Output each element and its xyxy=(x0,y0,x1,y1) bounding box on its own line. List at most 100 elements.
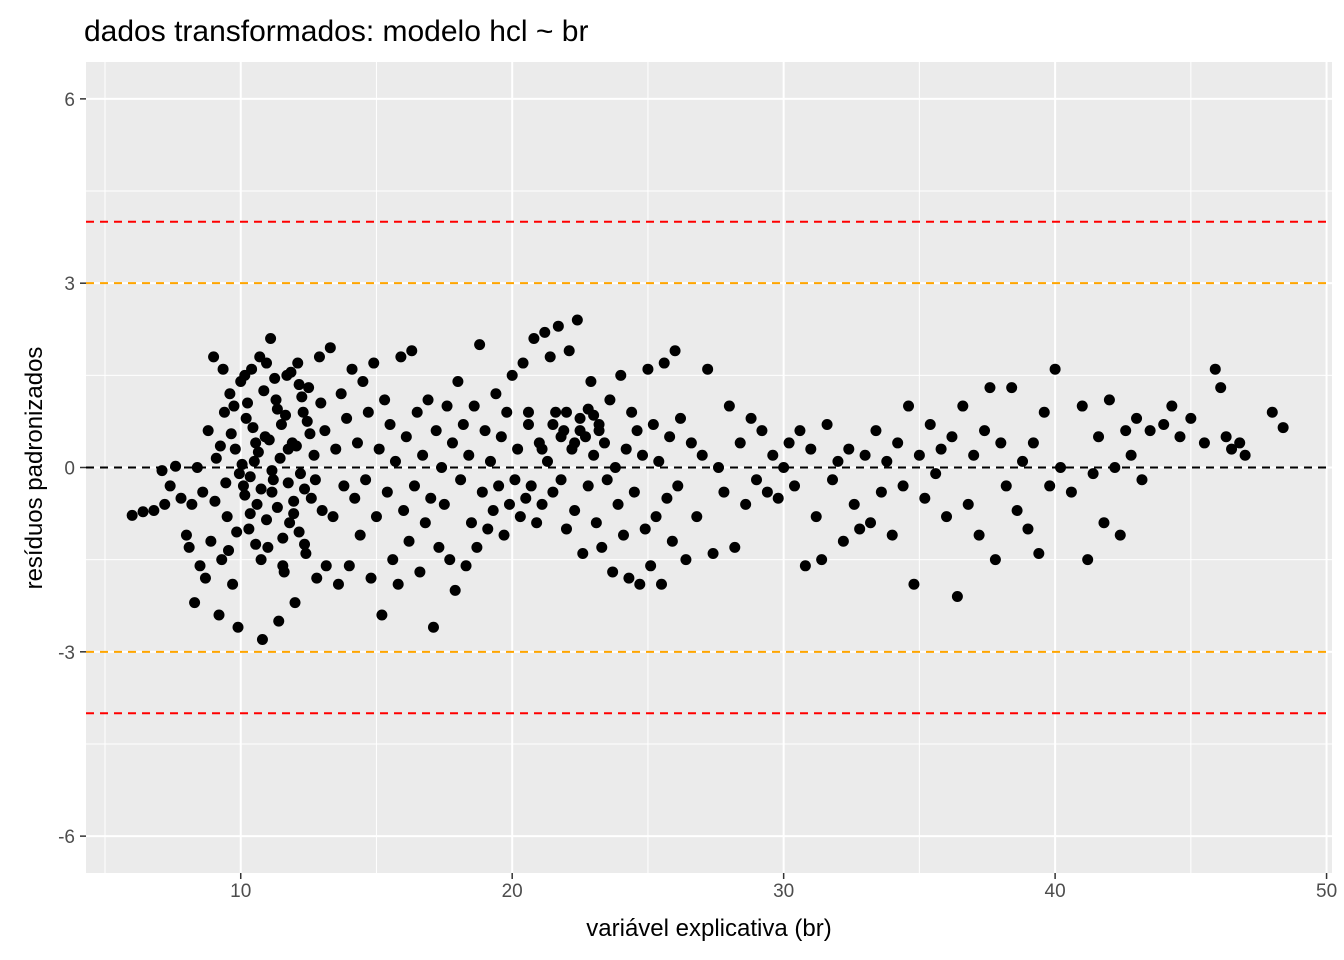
data-point xyxy=(338,480,350,492)
data-point xyxy=(365,572,377,584)
data-point xyxy=(202,425,214,437)
data-point xyxy=(346,363,358,375)
data-point xyxy=(247,422,259,434)
data-point xyxy=(452,375,464,387)
data-point xyxy=(1033,548,1045,560)
data-point xyxy=(425,492,437,504)
data-point xyxy=(550,406,562,418)
data-point xyxy=(503,498,515,510)
data-point xyxy=(555,431,567,443)
data-point xyxy=(1087,468,1099,480)
data-point xyxy=(362,406,374,418)
data-point xyxy=(582,403,594,415)
data-point xyxy=(799,560,811,572)
data-point xyxy=(159,498,171,510)
data-point xyxy=(476,486,488,498)
data-point xyxy=(870,425,882,437)
data-point xyxy=(718,486,730,498)
data-point xyxy=(419,517,431,529)
data-point xyxy=(522,418,534,430)
data-point xyxy=(482,523,494,535)
data-point xyxy=(236,458,248,470)
data-point xyxy=(547,486,559,498)
data-point xyxy=(449,584,461,596)
data-point xyxy=(685,437,697,449)
data-point xyxy=(571,314,583,326)
data-point xyxy=(156,465,168,477)
data-point xyxy=(214,440,226,452)
data-point xyxy=(216,554,228,566)
y-tick-label: -3 xyxy=(58,643,75,664)
data-point xyxy=(740,498,752,510)
data-point xyxy=(973,529,985,541)
data-point xyxy=(1114,529,1126,541)
data-point xyxy=(1017,455,1029,467)
data-point xyxy=(460,560,472,572)
data-point xyxy=(255,554,267,566)
data-point xyxy=(311,572,323,584)
data-point xyxy=(270,394,282,406)
data-point xyxy=(528,332,540,344)
data-point xyxy=(273,615,285,627)
data-point xyxy=(577,548,589,560)
data-point xyxy=(265,332,277,344)
data-point xyxy=(1209,363,1221,375)
data-point xyxy=(251,498,263,510)
data-point xyxy=(304,428,316,440)
data-point xyxy=(661,492,673,504)
data-point xyxy=(552,320,564,332)
data-point xyxy=(266,486,278,498)
y-tick-label: 0 xyxy=(64,459,75,480)
data-point xyxy=(197,486,209,498)
data-point xyxy=(544,351,556,363)
data-point xyxy=(1144,425,1156,437)
data-point xyxy=(778,462,790,473)
data-point xyxy=(522,406,534,418)
data-points xyxy=(126,314,1289,646)
data-point xyxy=(734,437,746,449)
data-point xyxy=(1055,462,1067,473)
data-point xyxy=(224,388,236,400)
data-point xyxy=(243,523,255,535)
data-point xyxy=(1027,437,1039,449)
data-point xyxy=(1185,412,1197,424)
data-point xyxy=(655,578,667,590)
data-point xyxy=(392,578,404,590)
data-point xyxy=(148,505,160,517)
data-point xyxy=(1220,431,1232,443)
data-point xyxy=(280,409,292,421)
data-point xyxy=(666,535,678,547)
data-point xyxy=(1006,382,1018,394)
data-point xyxy=(269,372,281,384)
data-point xyxy=(984,382,996,394)
data-point xyxy=(373,443,385,455)
data-point xyxy=(854,523,866,535)
data-point xyxy=(908,578,920,590)
data-point xyxy=(506,369,518,381)
data-point xyxy=(520,492,532,504)
data-point xyxy=(531,517,543,529)
data-point xyxy=(271,403,283,415)
data-point xyxy=(444,554,456,566)
data-point xyxy=(636,449,648,461)
data-point xyxy=(239,489,251,501)
data-point xyxy=(1266,406,1278,418)
data-point xyxy=(387,554,399,566)
data-point xyxy=(183,541,195,553)
data-point xyxy=(474,339,486,351)
data-point xyxy=(335,388,347,400)
data-point xyxy=(288,495,300,507)
x-tick-label: 40 xyxy=(1045,881,1066,902)
data-point xyxy=(275,418,287,430)
data-point xyxy=(664,431,676,443)
data-point xyxy=(493,480,505,492)
data-point xyxy=(389,455,401,467)
data-point xyxy=(274,452,286,464)
data-point xyxy=(446,437,458,449)
data-point xyxy=(479,425,491,437)
data-point xyxy=(403,535,415,547)
data-point xyxy=(756,425,768,437)
data-point xyxy=(995,437,1007,449)
data-point xyxy=(468,400,480,412)
data-point xyxy=(892,437,904,449)
